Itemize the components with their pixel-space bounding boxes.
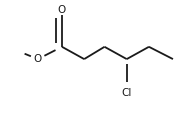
Text: Cl: Cl — [122, 88, 132, 98]
Text: O: O — [34, 54, 42, 64]
Text: O: O — [58, 5, 66, 15]
